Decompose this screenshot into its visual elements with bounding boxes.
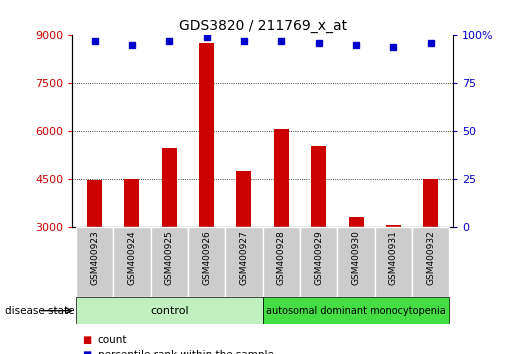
Text: control: control (150, 306, 188, 316)
Text: GSM400924: GSM400924 (127, 230, 136, 285)
Bar (300, 227, 337, 297)
Bar (225, 227, 263, 297)
Bar (375, 227, 412, 297)
Bar (337, 227, 375, 297)
Bar (386, 225, 401, 227)
Bar (113, 227, 150, 297)
Bar (349, 217, 364, 227)
Bar (423, 179, 438, 227)
Text: autosomal dominant monocytopenia: autosomal dominant monocytopenia (266, 306, 446, 316)
Bar (311, 146, 326, 227)
Bar (188, 227, 225, 297)
Text: disease state: disease state (5, 306, 75, 316)
Title: GDS3820 / 211769_x_at: GDS3820 / 211769_x_at (179, 19, 347, 33)
Text: ■: ■ (82, 335, 92, 346)
Bar (125, 179, 140, 227)
Bar (150, 227, 188, 297)
Text: GSM400926: GSM400926 (202, 230, 211, 285)
Bar (87, 181, 102, 227)
Text: percentile rank within the sample: percentile rank within the sample (98, 349, 274, 354)
Text: GSM400923: GSM400923 (90, 230, 99, 285)
Bar (274, 129, 289, 227)
Text: GSM400927: GSM400927 (239, 230, 248, 285)
Text: GSM400930: GSM400930 (352, 230, 360, 285)
Bar (199, 43, 214, 227)
Text: GSM400925: GSM400925 (165, 230, 174, 285)
Text: ■: ■ (82, 349, 92, 354)
Bar (263, 227, 300, 297)
Text: GSM400928: GSM400928 (277, 230, 286, 285)
Text: GSM400931: GSM400931 (389, 230, 398, 285)
Bar (76, 297, 263, 324)
Text: GSM400929: GSM400929 (314, 230, 323, 285)
Bar (236, 171, 251, 227)
Bar (162, 148, 177, 227)
Text: count: count (98, 335, 127, 346)
Bar (412, 227, 450, 297)
Bar (263, 297, 450, 324)
Bar (76, 227, 113, 297)
Text: GSM400932: GSM400932 (426, 230, 435, 285)
